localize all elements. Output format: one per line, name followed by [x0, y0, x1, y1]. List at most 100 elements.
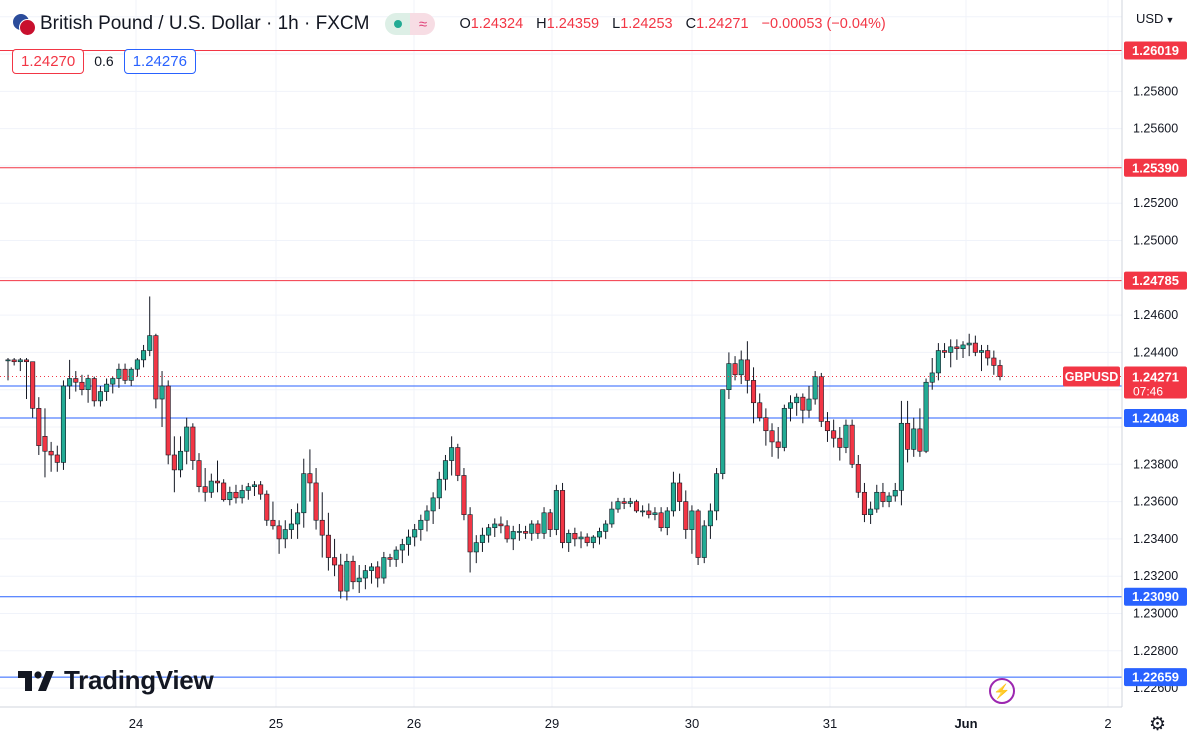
candle-body[interactable] [134, 359, 140, 370]
candle-body[interactable] [775, 441, 781, 448]
candle-body[interactable] [948, 346, 954, 353]
candle-body[interactable] [652, 512, 658, 515]
candle-body[interactable] [960, 344, 966, 349]
candle-body[interactable] [627, 501, 633, 504]
candle-body[interactable] [196, 460, 202, 487]
candle-body[interactable] [787, 402, 794, 409]
candle-body[interactable] [486, 527, 492, 536]
candle-body[interactable] [751, 380, 757, 404]
candle-body[interactable] [701, 525, 707, 558]
candle-body[interactable] [153, 335, 159, 400]
candle-body[interactable] [54, 454, 60, 463]
candle-body[interactable] [233, 491, 239, 499]
candle-body[interactable] [769, 430, 775, 443]
candle-body[interactable] [473, 542, 479, 553]
candle-body[interactable] [578, 536, 584, 540]
candle-body[interactable] [861, 491, 867, 515]
candle-body[interactable] [615, 501, 621, 510]
candle-body[interactable] [208, 480, 214, 493]
candle-body[interactable] [436, 478, 442, 499]
candle-body[interactable] [972, 342, 978, 353]
candle-body[interactable] [905, 422, 911, 450]
candle-body[interactable] [128, 368, 134, 381]
candle-body[interactable] [683, 501, 689, 530]
candle-body[interactable] [412, 529, 418, 538]
candle-body[interactable] [479, 534, 485, 543]
candle-body[interactable] [504, 525, 510, 540]
candle-body[interactable] [122, 368, 128, 381]
candle-body[interactable] [560, 490, 566, 543]
candle-body[interactable] [714, 473, 720, 512]
candle-body[interactable] [658, 512, 664, 529]
candle-body[interactable] [116, 368, 122, 379]
candle-body[interactable] [892, 490, 898, 497]
candle-body[interactable] [5, 359, 11, 362]
candle-body[interactable] [621, 501, 627, 504]
candle-body[interactable] [880, 491, 886, 502]
candle-body[interactable] [720, 389, 726, 474]
candle-body[interactable] [48, 450, 54, 456]
candle-body[interactable] [455, 447, 461, 476]
candle-body[interactable] [529, 523, 535, 534]
candle-body[interactable] [584, 536, 590, 543]
candle-body[interactable] [239, 490, 245, 499]
candle-body[interactable] [590, 536, 596, 543]
candle-body[interactable] [510, 531, 516, 540]
candle-body[interactable] [985, 350, 991, 359]
candle-body[interactable] [165, 385, 171, 456]
candle-body[interactable] [467, 514, 473, 553]
candle-body[interactable] [837, 437, 843, 448]
candle-body[interactable] [763, 417, 769, 432]
candle-body[interactable] [886, 495, 892, 502]
candle-body[interactable] [855, 463, 861, 493]
candle-body[interactable] [954, 346, 960, 349]
candle-body[interactable] [325, 534, 331, 558]
candle-body[interactable] [874, 491, 880, 510]
candle-body[interactable] [689, 510, 695, 530]
candle-body[interactable] [449, 447, 455, 461]
candle-body[interactable] [387, 557, 393, 560]
candle-body[interactable] [523, 531, 529, 534]
candle-body[interactable] [338, 564, 344, 592]
candle-body[interactable] [640, 510, 646, 513]
candle-body[interactable] [270, 519, 276, 527]
candle-body[interactable] [85, 378, 91, 391]
candle-body[interactable] [375, 566, 381, 579]
candle-body[interactable] [282, 529, 288, 540]
candle-body[interactable] [978, 350, 985, 353]
candle-body[interactable] [214, 480, 221, 484]
candle-body[interactable] [824, 421, 830, 432]
candle-body[interactable] [923, 381, 929, 452]
candle-body[interactable] [369, 566, 375, 571]
candle-body[interactable] [553, 490, 559, 530]
candle-body[interactable] [424, 510, 430, 521]
candle-body[interactable] [381, 557, 387, 579]
tradingview-logo[interactable]: TradingView [18, 665, 214, 696]
candle-body[interactable] [806, 398, 812, 411]
candle-body[interactable] [30, 361, 36, 409]
candle-body[interactable] [36, 408, 42, 446]
candle-body[interactable] [535, 523, 541, 534]
market-open-icon[interactable] [385, 13, 411, 35]
candle-body[interactable] [104, 383, 110, 392]
candle-body[interactable] [757, 402, 763, 418]
candle-body[interactable] [301, 473, 307, 514]
candle-body[interactable] [362, 570, 368, 579]
candle-body[interactable] [516, 531, 522, 533]
gear-icon[interactable]: ⚙ [1149, 714, 1167, 735]
candle-body[interactable] [356, 577, 362, 583]
candle-body[interactable] [171, 454, 177, 471]
candle-body[interactable] [670, 482, 676, 512]
candle-body[interactable] [498, 523, 504, 527]
candle-body[interactable] [97, 391, 103, 402]
candle-body[interactable] [744, 359, 750, 381]
candle-body[interactable] [430, 497, 436, 512]
candle-body[interactable] [942, 350, 948, 353]
lightning-icon[interactable]: ⚡ [989, 678, 1015, 704]
candle-body[interactable] [831, 430, 837, 439]
candle-body[interactable] [633, 501, 639, 512]
candle-body[interactable] [67, 378, 73, 387]
candle-body[interactable] [251, 484, 257, 487]
candle-body[interactable] [911, 428, 917, 450]
